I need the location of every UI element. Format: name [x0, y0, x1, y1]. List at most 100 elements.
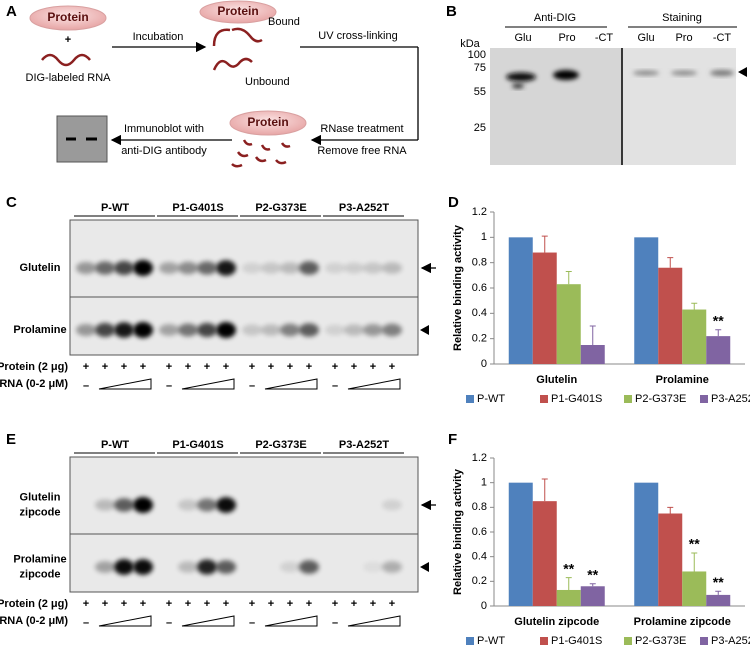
plus: + — [268, 361, 274, 373]
band — [280, 262, 300, 274]
bar — [580, 345, 605, 364]
marker-label: 100 — [468, 49, 486, 61]
y-axis-label: Relative binding activity — [452, 224, 464, 351]
plus: + — [83, 598, 89, 610]
rna-label: RNA (0-2 μM) — [0, 615, 68, 627]
bar — [634, 482, 659, 606]
step-label: anti-DIG antibody — [121, 145, 207, 157]
bar-charts: D Relative binding activity 0 0.2 0.4 0.6 0.8 1… — [448, 194, 750, 647]
error-bar — [589, 325, 596, 345]
y-tick-label: 0.4 — [472, 307, 487, 319]
band — [133, 260, 153, 276]
error-bar — [715, 329, 722, 337]
minus: – — [166, 617, 172, 629]
band — [344, 324, 364, 336]
minus: – — [332, 380, 338, 392]
rna-wedge — [181, 615, 235, 627]
significance: ** — [563, 560, 574, 576]
legend-swatch — [466, 637, 474, 645]
minus: – — [332, 617, 338, 629]
lane-label: Pro — [675, 32, 692, 44]
band — [363, 323, 383, 337]
y-tick-label: 0 — [481, 358, 487, 370]
rna-label: DIG-labeled RNA — [26, 72, 112, 84]
band — [178, 499, 198, 511]
plus: + — [287, 361, 293, 373]
band — [216, 560, 236, 574]
band — [216, 322, 236, 338]
band — [178, 561, 198, 573]
legend-swatch — [624, 637, 632, 645]
band — [197, 322, 217, 338]
marker-label: 55 — [474, 86, 486, 98]
plus: + — [389, 361, 395, 373]
minus: – — [166, 380, 172, 392]
panel-letter: C — [6, 194, 17, 211]
blot-icon — [56, 115, 108, 163]
protein-shape — [199, 0, 277, 24]
plus: + — [166, 598, 172, 610]
rna-wedge — [181, 378, 235, 390]
plus: + — [83, 361, 89, 373]
group-label: P3-A252T — [339, 202, 389, 214]
band — [95, 322, 115, 338]
blot — [490, 48, 622, 165]
plus: + — [351, 598, 357, 610]
band-arrowhead — [420, 325, 429, 335]
band — [299, 323, 319, 337]
band — [133, 322, 153, 338]
plus: + — [65, 34, 71, 46]
y-tick-label: 0.8 — [472, 257, 487, 269]
panel-a: A Protein + DIG-labeled RNA Incubation P… — [6, 0, 419, 168]
row-label: Prolamine — [13, 324, 66, 336]
plus: + — [121, 361, 127, 373]
rna-fragments — [231, 139, 291, 168]
protein-label: Protein — [247, 115, 288, 129]
lane-label: -CT — [713, 32, 732, 44]
band — [76, 323, 96, 337]
bar — [658, 513, 683, 606]
y-tick-label: 1.2 — [472, 206, 487, 218]
plus: + — [306, 598, 312, 610]
band — [382, 499, 402, 511]
band — [506, 72, 536, 82]
rna-label: RNA (0-2 μM) — [0, 378, 68, 390]
band — [197, 559, 217, 575]
band — [133, 559, 153, 575]
panel-letter: B — [446, 3, 457, 20]
plus: + — [140, 598, 146, 610]
band — [553, 70, 579, 80]
bar — [634, 237, 659, 364]
legend-swatch — [700, 395, 708, 403]
row-label: Glutelin — [20, 491, 61, 503]
bar — [706, 594, 731, 606]
y-axis-label: Relative binding activity — [452, 468, 464, 595]
band — [299, 261, 319, 275]
legend-label: P1-G401S — [551, 635, 602, 647]
bar — [682, 571, 707, 606]
significance: ** — [587, 567, 598, 583]
row-label: zipcode — [20, 506, 61, 518]
bar — [532, 252, 557, 364]
error-bar — [541, 235, 548, 253]
y-tick-label: 1 — [481, 231, 487, 243]
rna-strand — [212, 27, 263, 47]
panel-letter: E — [6, 431, 16, 448]
x-tick-label: Prolamine zipcode — [634, 616, 731, 628]
step-label: RNase treatment — [320, 123, 403, 135]
error-bar — [541, 478, 548, 502]
band — [710, 70, 734, 76]
protein-label: Protein — [217, 4, 258, 18]
step-label: UV cross-linking — [318, 30, 397, 42]
band — [159, 262, 179, 274]
row-label: Prolamine — [13, 553, 66, 565]
band — [178, 323, 198, 337]
band-arrowhead — [420, 562, 429, 572]
band — [382, 262, 402, 274]
band — [344, 262, 364, 274]
plus: + — [204, 361, 210, 373]
y-tick-label: 0.6 — [472, 282, 487, 294]
marker-label: 25 — [474, 122, 486, 134]
legend-label: P3-A252T — [711, 635, 750, 647]
band — [159, 324, 179, 336]
